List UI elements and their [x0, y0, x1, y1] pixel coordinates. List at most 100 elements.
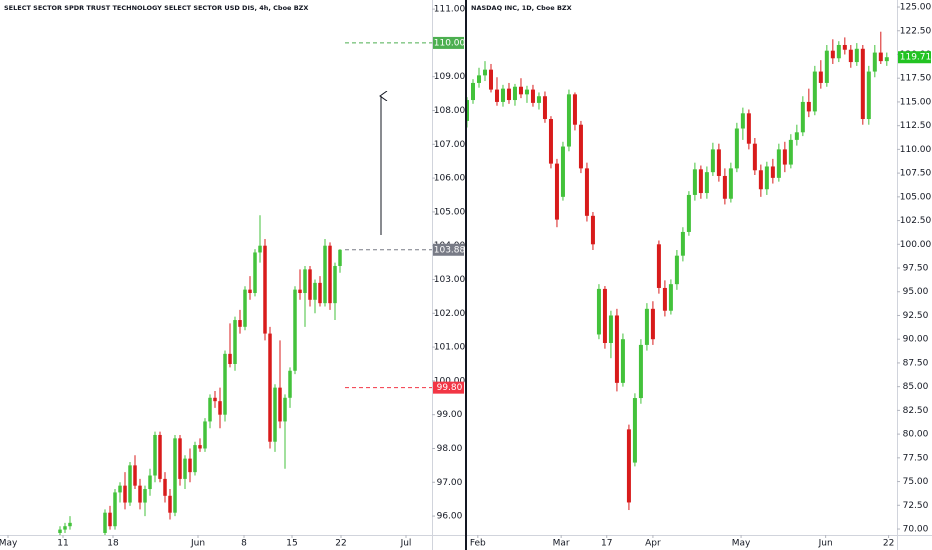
candle-body: [590, 215, 595, 245]
y-tick-label: 110.00: [900, 145, 932, 155]
candle-body: [872, 52, 877, 72]
candle-body: [113, 492, 117, 527]
y-tick-label: 97.00: [437, 478, 463, 488]
y-tick-label: 117.50: [900, 74, 932, 84]
candle-body: [298, 289, 302, 294]
candle-body: [602, 288, 607, 343]
y-tick-label: 96.00: [437, 512, 463, 522]
y-tick-label: 105.00: [434, 207, 466, 217]
y-tick-label: 77.50: [903, 453, 929, 463]
candle-body: [318, 282, 322, 304]
x-tick-label: 8: [241, 539, 247, 549]
candle-body: [103, 512, 107, 533]
candle-body: [770, 166, 775, 178]
y-tick-label: 82.50: [903, 406, 929, 416]
candle-body: [218, 401, 222, 415]
price-label: 103.88: [434, 245, 466, 255]
candle-body: [776, 149, 781, 178]
y-tick-label: 80.00: [903, 430, 929, 440]
y-tick-label: 107.00: [434, 140, 466, 150]
candle-body: [866, 71, 871, 120]
candle-body: [566, 94, 571, 147]
candle-body: [193, 445, 197, 473]
x-tick-label: May: [732, 539, 751, 549]
candle-body: [662, 287, 667, 311]
candle-body: [824, 50, 829, 83]
y-tick-label: 107.50: [900, 169, 932, 179]
candle-body: [506, 88, 511, 101]
y-tick-label: 92.50: [903, 311, 929, 321]
price-label-box: [898, 51, 931, 64]
candle-body: [716, 149, 721, 176]
x-tick-label: Jun: [190, 539, 205, 549]
candle-body: [818, 71, 823, 83]
candle-body: [467, 100, 469, 121]
candle-body: [668, 284, 673, 311]
candle-body: [800, 101, 805, 133]
candle-body: [848, 49, 853, 63]
y-tick-label: 72.50: [903, 501, 929, 511]
candle-body: [313, 282, 317, 300]
price-label-box: [433, 36, 464, 49]
candle-body: [333, 265, 337, 304]
candle-body: [138, 485, 142, 503]
candle-body: [650, 308, 655, 340]
right-chart-title: NASDAQ INC, 1D, Cboe BZX: [471, 4, 572, 12]
candle-body: [213, 397, 217, 402]
y-tick-label: 97.50: [903, 264, 929, 274]
y-tick-label: 70.00: [903, 525, 929, 535]
candle-body: [482, 69, 487, 76]
candle-body: [830, 50, 835, 59]
candle-body: [638, 344, 643, 399]
candle-body: [263, 245, 267, 334]
candle-body: [118, 485, 122, 493]
candle-body: [173, 438, 177, 513]
y-tick-label: 100.00: [434, 376, 466, 386]
candle-body: [620, 339, 625, 383]
candle-body: [308, 269, 312, 300]
x-tick-label: 11: [57, 539, 68, 549]
candle-body: [293, 289, 297, 371]
candle-body: [614, 315, 619, 383]
candle-body: [758, 170, 763, 190]
x-tick-label: 22: [335, 539, 346, 549]
y-tick-label: 109.00: [434, 72, 466, 82]
price-label: 119.71: [900, 53, 932, 63]
candle-body: [854, 48, 859, 63]
candle-body: [233, 320, 237, 364]
candle-body: [524, 89, 529, 95]
candle-body: [536, 96, 541, 103]
candle-body: [68, 522, 72, 527]
candle-body: [278, 387, 282, 422]
price-label-box: [433, 381, 464, 394]
candle-body: [530, 89, 535, 103]
y-tick-label: 101.00: [434, 343, 466, 353]
candle-body: [243, 289, 247, 327]
candle-body: [686, 194, 691, 232]
candle-body: [253, 252, 257, 294]
candle-body: [644, 308, 649, 345]
y-tick-label: 102.00: [434, 309, 466, 319]
x-tick-label: Apr: [645, 539, 661, 549]
candle-body: [228, 353, 232, 364]
y-tick-label: 111.00: [434, 5, 466, 15]
candle-body: [560, 146, 565, 197]
y-tick-label: 115.00: [900, 97, 932, 107]
x-tick-label: 17: [601, 539, 612, 549]
candle-body: [178, 438, 182, 479]
x-tick-label: 22: [883, 539, 894, 549]
y-tick-label: 95.00: [903, 287, 929, 297]
x-tick-label: 15: [286, 539, 297, 549]
candle-body: [626, 429, 631, 503]
candle-body: [203, 421, 207, 449]
candle-body: [158, 434, 162, 479]
candle-body: [283, 397, 287, 422]
candle-body: [692, 169, 697, 195]
y-tick-label: 112.50: [900, 121, 932, 131]
candle-body: [512, 86, 517, 101]
y-tick-label: 90.00: [903, 335, 929, 345]
y-tick-label: 100.00: [900, 240, 932, 250]
candle-body: [148, 475, 152, 490]
